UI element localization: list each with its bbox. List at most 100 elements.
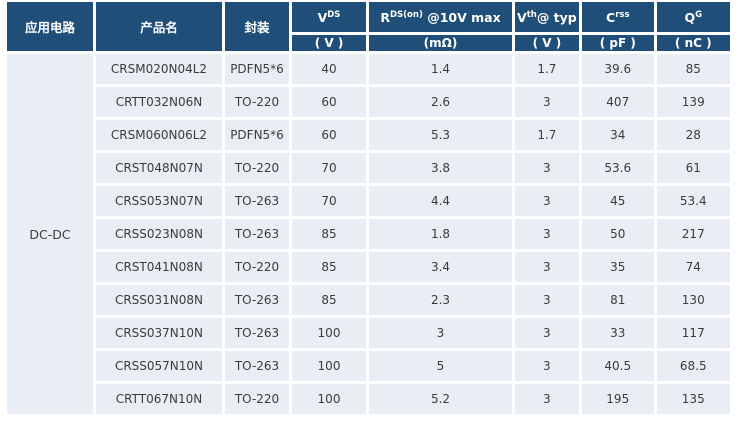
header-label-part: R [380,9,390,25]
table-row: CRSS023N08N TO-263 85 1.8 3 50 217 [7,219,730,249]
cell-crss: 407 [581,87,654,117]
cell-product: CRSS037N10N [96,318,222,348]
unit-vth: ( V ) [515,35,579,51]
unit-vds: ( V ) [292,35,366,51]
header-label-sup: DS [327,9,341,20]
cell-crss: 81 [581,285,654,315]
cell-rdson: 2.3 [369,285,512,315]
cell-qg: 117 [656,318,730,348]
cell-vth: 3 [515,252,579,282]
cell-package: TO-263 [225,351,289,381]
cell-package: TO-220 [225,87,289,117]
table-row: CRST041N08N TO-220 85 3.4 3 35 74 [7,252,730,282]
cell-vth: 3 [515,384,579,414]
cell-qg: 139 [656,87,730,117]
cell-package: PDFN5*6 [225,54,289,84]
cell-vds: 100 [292,384,366,414]
cell-vds: 85 [292,285,366,315]
cell-rdson: 5 [369,351,512,381]
cell-crss: 45 [581,186,654,216]
cell-vds: 85 [292,219,366,249]
cell-app-circuit-group: DC-DC [7,54,93,414]
cell-product: CRSS053N07N [96,186,222,216]
header-label-part: V [517,9,527,25]
header-label-part: Q [684,9,696,25]
cell-package: PDFN5*6 [225,120,289,150]
cell-vth: 3 [515,186,579,216]
col-header-package: 封装 [225,2,289,51]
col-header-vds: VDS [292,2,366,32]
cell-qg: 28 [656,120,730,150]
header-label-sup: G [695,9,703,20]
cell-qg: 217 [656,219,730,249]
header-label-part: @10V max [422,9,501,25]
cell-vds: 100 [292,351,366,381]
cell-vds: 85 [292,252,366,282]
cell-vds: 40 [292,54,366,84]
header-label-sup: th [526,9,537,20]
table-row: CRSS057N10N TO-263 100 5 3 40.5 68.5 [7,351,730,381]
col-header-product: 产品名 [96,2,222,51]
cell-rdson: 5.2 [369,384,512,414]
cell-product: CRSS031N08N [96,285,222,315]
cell-rdson: 1.8 [369,219,512,249]
cell-product: CRTT067N10N [96,384,222,414]
cell-qg: 68.5 [656,351,730,381]
cell-qg: 130 [656,285,730,315]
cell-vth: 1.7 [515,120,579,150]
cell-package: TO-220 [225,384,289,414]
cell-package: TO-220 [225,252,289,282]
cell-crss: 39.6 [581,54,654,84]
cell-vds: 70 [292,153,366,183]
col-header-app-circuit: 应用电路 [7,2,93,51]
cell-vth: 3 [515,87,579,117]
col-header-rdson: RDS(on) @10V max [369,2,512,32]
cell-vth: 3 [515,219,579,249]
cell-product: CRSS057N10N [96,351,222,381]
header-row-main: 应用电路 产品名 封装 VDS RDS(on) @10V max Vth@ ty… [7,2,730,51]
cell-product: CRST041N08N [96,252,222,282]
cell-package: TO-263 [225,219,289,249]
cell-qg: 135 [656,384,730,414]
cell-product: CRSM060N06L2 [96,120,222,150]
cell-product: CRSM020N04L2 [96,54,222,84]
cell-rdson: 2.6 [369,87,512,117]
cell-crss: 35 [581,252,654,282]
col-header-qg: QG [656,2,730,32]
cell-crss: 33 [581,318,654,348]
col-header-vth: Vth@ typ [515,2,579,32]
table-row: CRTT067N10N TO-220 100 5.2 3 195 135 [7,384,730,414]
cell-crss: 53.6 [581,153,654,183]
cell-qg: 85 [656,54,730,84]
unit-crss: ( pF ) [581,35,654,51]
table-row: CRSM060N06L2 PDFN5*6 60 5.3 1.7 34 28 [7,120,730,150]
cell-vth: 3 [515,318,579,348]
table-row: CRSS053N07N TO-263 70 4.4 3 45 53.4 [7,186,730,216]
cell-vth: 3 [515,153,579,183]
cell-rdson: 3 [369,318,512,348]
mosfet-spec-table: 应用电路 产品名 封装 VDS RDS(on) @10V max Vth@ ty… [4,0,733,417]
header-label-part: C [606,9,616,25]
cell-vds: 60 [292,120,366,150]
cell-qg: 74 [656,252,730,282]
cell-vds: 60 [292,87,366,117]
table-row: CRSS031N08N TO-263 85 2.3 3 81 130 [7,285,730,315]
table-row: CRTT032N06N TO-220 60 2.6 3 407 139 [7,87,730,117]
cell-vds: 70 [292,186,366,216]
cell-vth: 1.7 [515,54,579,84]
header-label-sup: DS(on) [390,9,423,20]
table-row: CRSS037N10N TO-263 100 3 3 33 117 [7,318,730,348]
cell-rdson: 3.4 [369,252,512,282]
cell-rdson: 3.8 [369,153,512,183]
cell-qg: 53.4 [656,186,730,216]
cell-vth: 3 [515,351,579,381]
col-header-crss: Crss [581,2,654,32]
table-row: CRST048N07N TO-220 70 3.8 3 53.6 61 [7,153,730,183]
cell-rdson: 5.3 [369,120,512,150]
header-label-sup: rss [615,9,630,20]
cell-crss: 34 [581,120,654,150]
header-label-part: @ typ [536,9,577,25]
cell-rdson: 1.4 [369,54,512,84]
cell-qg: 61 [656,153,730,183]
